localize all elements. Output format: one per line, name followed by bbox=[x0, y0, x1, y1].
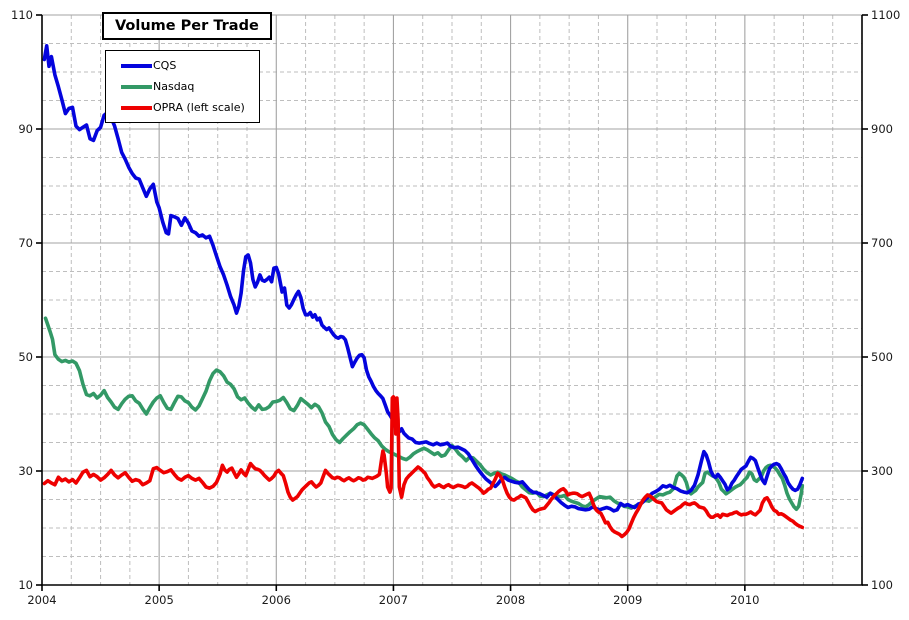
y-axis-left-tick-label: 50 bbox=[18, 350, 33, 364]
series-line-opra bbox=[42, 395, 805, 539]
x-axis-tick-label: 2007 bbox=[379, 593, 408, 607]
x-axis-tick-label: 2005 bbox=[145, 593, 174, 607]
x-axis-tick-label: 2010 bbox=[730, 593, 759, 607]
cqs-line-swatch-icon bbox=[121, 63, 152, 68]
y-axis-left-tick-label: 70 bbox=[18, 236, 33, 250]
y-axis-right-tick-label: 1100 bbox=[871, 8, 900, 22]
y-axis-right-tick-label: 700 bbox=[871, 236, 893, 250]
legend-item-cqs: CQS bbox=[121, 59, 245, 72]
opra-line-swatch-icon bbox=[121, 105, 152, 110]
y-axis-left-tick-label: 110 bbox=[11, 8, 33, 22]
legend-item-opra: OPRA (left scale) bbox=[121, 101, 245, 114]
x-axis-tick-label: 2006 bbox=[262, 593, 291, 607]
y-axis-right-tick-label: 300 bbox=[871, 464, 893, 478]
legend-label-nasdaq: Nasdaq bbox=[153, 80, 195, 93]
nasdaq-line-swatch-icon bbox=[121, 84, 152, 89]
legend: CQS Nasdaq OPRA (left scale) bbox=[105, 50, 260, 123]
y-axis-right-tick-label: 500 bbox=[871, 350, 893, 364]
legend-item-nasdaq: Nasdaq bbox=[121, 80, 245, 93]
series-line-cqs bbox=[42, 43, 805, 513]
chart-title-box: Volume Per Trade bbox=[102, 12, 272, 40]
legend-label-cqs: CQS bbox=[153, 59, 177, 72]
x-axis-tick-label: 2008 bbox=[496, 593, 525, 607]
x-axis-tick-label: 2004 bbox=[27, 593, 56, 607]
y-axis-right-tick-label: 900 bbox=[871, 122, 893, 136]
x-axis-tick-label: 2009 bbox=[613, 593, 642, 607]
legend-label-opra: OPRA (left scale) bbox=[153, 101, 245, 114]
y-axis-left-tick-label: 30 bbox=[18, 464, 33, 478]
y-axis-left-tick-label: 90 bbox=[18, 122, 33, 136]
y-axis-left-tick-label: 10 bbox=[18, 578, 33, 592]
chart-title: Volume Per Trade bbox=[115, 18, 259, 34]
y-axis-right-tick-label: 100 bbox=[871, 578, 893, 592]
